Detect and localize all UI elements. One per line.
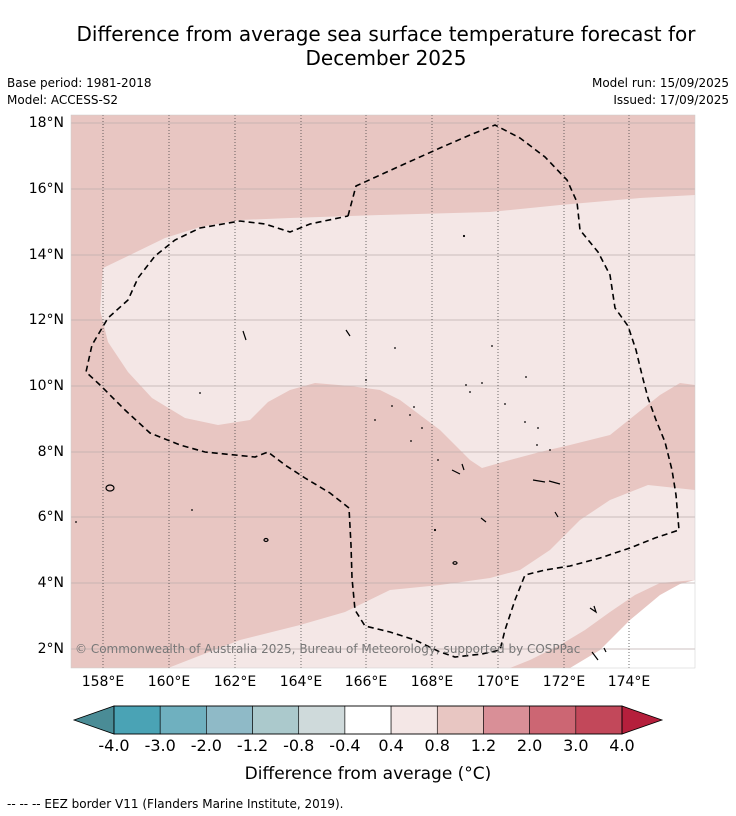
- map-title: Difference from average sea surface temp…: [40, 22, 732, 70]
- anomaly-region-neutral: [570, 580, 695, 668]
- issued-date: Issued: 17/09/2025: [613, 93, 729, 107]
- colorbar-tick-label: -3.0: [144, 736, 176, 755]
- colorbar-tick-label: -2.0: [190, 736, 222, 755]
- colorbar-tick-label: -4.0: [98, 736, 130, 755]
- lat-label: 12°N: [28, 312, 64, 328]
- colorbar-tick-label: -0.4: [329, 736, 361, 755]
- lon-label: 158°E: [81, 674, 125, 690]
- lon-gridlines: [102, 115, 630, 668]
- lat-gridlines: [71, 122, 695, 650]
- colorbar-tick-label: 0.4: [378, 736, 404, 755]
- colorbar-cells: [113, 705, 623, 735]
- colorbar-cell: [298, 705, 346, 735]
- title-line-2: December 2025: [305, 46, 467, 70]
- map-area: [70, 114, 696, 669]
- meta-right: Model run: 15/09/2025 Issued: 17/09/2025: [592, 75, 729, 109]
- colorbar-tick-label: 1.2: [470, 736, 497, 755]
- colorbar-cell: [575, 705, 623, 735]
- lon-label: 164°E: [279, 674, 323, 690]
- model-run: Model run: 15/09/2025: [591, 76, 729, 90]
- map-frame: [70, 114, 696, 669]
- lon-label: 168°E: [410, 674, 454, 690]
- colorbar-cell: [159, 705, 207, 735]
- lat-label: 4°N: [37, 575, 64, 591]
- anomaly-region-north: [100, 195, 695, 468]
- colorbar-title: Difference from average (°C): [244, 764, 492, 784]
- colorbar-tick-label: 3.0: [563, 736, 589, 755]
- lat-label: 16°N: [28, 181, 64, 197]
- lon-label: 166°E: [344, 674, 388, 690]
- colorbar-cell: [344, 705, 392, 735]
- colorbar-tick-label: -1.2: [236, 736, 269, 755]
- colorbar-tick-label: 0.8: [424, 736, 450, 755]
- colorbar-tick-label: 2.0: [516, 736, 543, 755]
- title-line-1: Difference from average sea surface temp…: [76, 22, 696, 46]
- colorbar-extend-high: [621, 705, 664, 735]
- lon-label: 172°E: [542, 674, 586, 690]
- colorbar-cell: [390, 705, 438, 735]
- lon-label: 174°E: [607, 674, 651, 690]
- eez-border: [85, 124, 680, 658]
- colorbar-outline: [113, 705, 623, 735]
- colorbar-extend-low: [72, 705, 115, 735]
- colorbar-cell: [529, 705, 577, 735]
- lat-label: 18°N: [28, 115, 64, 131]
- islands: [105, 329, 607, 661]
- lon-label: 162°E: [213, 674, 257, 690]
- colorbar-cell: [206, 705, 253, 735]
- colorbar-cell: [436, 705, 484, 735]
- lat-label: 2°N: [37, 641, 64, 657]
- colorbar-cell: [483, 705, 530, 735]
- atoll-dots: [75, 234, 551, 532]
- colorbar-cell: [252, 705, 300, 735]
- model-name: Model: ACCESS-S2: [7, 93, 119, 107]
- lat-label: 14°N: [28, 247, 64, 263]
- colorbar: [72, 705, 664, 735]
- copyright-notice: © Commonwealth of Australia 2025, Bureau…: [75, 642, 581, 656]
- lon-label: 160°E: [147, 674, 191, 690]
- colorbar-tick-label: 4.0: [609, 736, 635, 755]
- base-period: Base period: 1981-2018: [7, 76, 152, 90]
- lon-label: 170°E: [476, 674, 520, 690]
- lat-label: 10°N: [28, 378, 64, 394]
- meta-left: Base period: 1981-2018 Model: ACCESS-S2: [7, 75, 152, 109]
- lat-label: 8°N: [37, 444, 64, 460]
- colorbar-tick-label: -0.8: [283, 736, 315, 755]
- colorbar-cell: [113, 705, 161, 735]
- lat-label: 6°N: [37, 509, 64, 525]
- eez-footnote: -- -- -- EEZ border V11 (Flanders Marine…: [7, 797, 344, 811]
- anomaly-region-south: [168, 485, 695, 668]
